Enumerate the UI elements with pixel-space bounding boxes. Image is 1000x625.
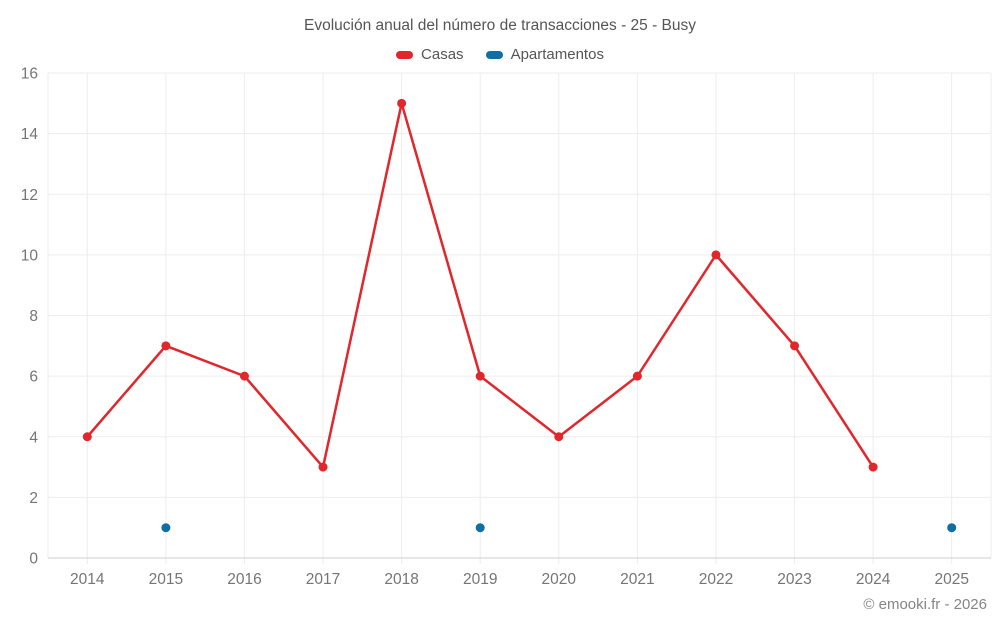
y-axis-tick-label: 8: [29, 308, 38, 325]
x-axis-tick-label: 2021: [620, 571, 654, 588]
data-point-casas-2015[interactable]: [161, 341, 171, 351]
chart-legend: Casas Apartamentos: [0, 46, 1000, 63]
legend-label-apartamentos: Apartamentos: [510, 46, 604, 63]
data-point-casas-2024[interactable]: [868, 462, 878, 472]
y-axis-tick-label: 12: [21, 187, 38, 204]
chart-title: Evolución anual del número de transaccio…: [303, 17, 697, 34]
data-point-casas-2022[interactable]: [711, 250, 721, 260]
legend-swatch-casas: [396, 50, 414, 59]
x-axis-tick-label: 2015: [149, 571, 183, 588]
legend-item-casas[interactable]: Casas: [396, 46, 464, 63]
legend-label-casas: Casas: [421, 46, 464, 63]
data-point-casas-2016[interactable]: [239, 371, 249, 381]
legend-item-apartamentos[interactable]: Apartamentos: [485, 46, 604, 63]
data-point-casas-2017[interactable]: [318, 462, 328, 472]
y-axis-tick-label: 10: [21, 247, 39, 264]
x-axis-tick-label: 2016: [227, 571, 261, 588]
data-point-apartamentos-2015[interactable]: [161, 523, 171, 533]
x-axis-tick-label: 2024: [856, 571, 891, 588]
x-axis-tick-label: 2020: [542, 571, 577, 588]
data-point-casas-2014[interactable]: [82, 432, 92, 442]
x-axis-tick-label: 2018: [384, 571, 418, 588]
x-axis-tick-label: 2019: [463, 571, 497, 588]
data-point-casas-2019[interactable]: [475, 371, 485, 381]
x-axis-tick-label: 2023: [777, 571, 811, 588]
data-point-casas-2018[interactable]: [397, 98, 407, 108]
legend-swatch-apartamentos: [485, 50, 503, 59]
x-axis-tick-label: 2022: [699, 571, 733, 588]
y-axis-tick-label: 16: [21, 66, 38, 83]
y-axis-tick-label: 14: [21, 126, 39, 143]
x-axis-tick-label: 2025: [934, 571, 968, 588]
data-point-apartamentos-2019[interactable]: [475, 523, 485, 533]
data-point-casas-2020[interactable]: [554, 432, 564, 442]
data-point-casas-2023[interactable]: [790, 341, 800, 351]
x-axis-tick-label: 2017: [306, 571, 340, 588]
y-axis-tick-label: 0: [29, 551, 38, 568]
data-point-casas-2021[interactable]: [632, 371, 642, 381]
data-point-apartamentos-2025[interactable]: [947, 523, 957, 533]
y-axis-tick-label: 6: [29, 369, 38, 386]
x-axis-tick-label: 2014: [70, 571, 105, 588]
copyright-footer: © emooki.fr - 2026: [863, 596, 987, 613]
y-axis-tick-label: 4: [29, 429, 38, 446]
y-axis-tick-label: 2: [29, 490, 38, 507]
